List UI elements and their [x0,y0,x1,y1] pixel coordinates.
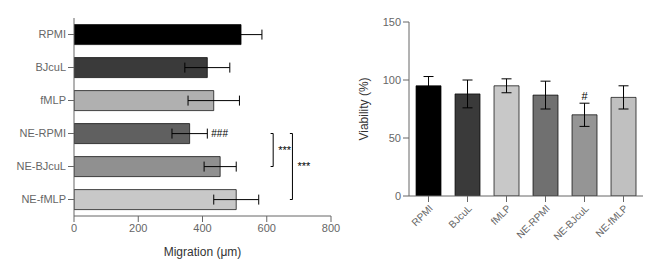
svg-text:***: *** [297,160,311,172]
svg-text:###: ### [211,128,228,139]
svg-text:NE-RPMI: NE-RPMI [20,127,66,139]
svg-text:#: # [581,90,588,102]
svg-text:800: 800 [322,222,340,234]
svg-text:150: 150 [383,16,401,28]
svg-text:fMLP: fMLP [489,202,514,227]
svg-text:NE-RPMI: NE-RPMI [514,203,552,241]
svg-text:NE-fMLP: NE-fMLP [593,202,630,239]
svg-text:RPMI: RPMI [39,28,67,40]
svg-text:NE-BJcuL: NE-BJcuL [551,202,591,242]
svg-text:100: 100 [383,74,401,86]
svg-text:Migration (μm): Migration (μm) [164,245,242,259]
svg-text:400: 400 [193,222,211,234]
svg-text:BJcuL: BJcuL [447,202,475,230]
svg-text:Viability (%): Viability (%) [357,77,371,140]
svg-text:0: 0 [395,190,401,202]
svg-text:600: 600 [258,222,276,234]
svg-text:RPMI: RPMI [409,203,434,228]
svg-text:200: 200 [129,222,147,234]
svg-text:50: 50 [389,132,401,144]
svg-text:NE-BJcuL: NE-BJcuL [16,160,66,172]
svg-text:***: *** [278,144,292,156]
svg-text:BJcuL: BJcuL [35,61,66,73]
svg-text:NE-fMLP: NE-fMLP [21,193,66,205]
svg-text:fMLP: fMLP [40,94,66,106]
svg-text:0: 0 [71,222,77,234]
